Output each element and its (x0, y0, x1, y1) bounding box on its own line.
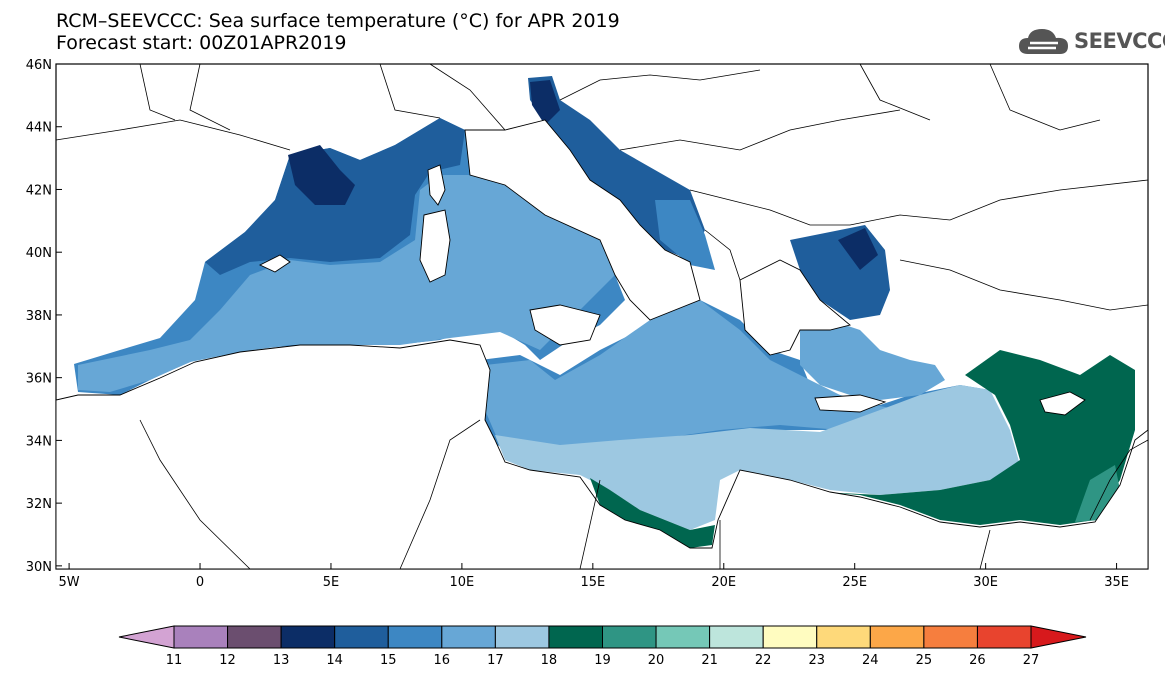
colorbar-label: 14 (326, 653, 343, 668)
italy-peninsula (464, 119, 701, 321)
colorbar-low-extend (118, 625, 175, 649)
colorbar-label: 20 (648, 653, 665, 668)
corsica (427, 164, 446, 206)
cloud-icon (1019, 29, 1068, 54)
colorbar-label: 22 (755, 653, 772, 668)
colorbar-label: 17 (487, 653, 504, 668)
north-africa (55, 339, 1149, 570)
colorbar-box (923, 625, 978, 649)
land-masses (55, 119, 1149, 570)
colorbar-box (602, 625, 657, 649)
colorbar-box (280, 625, 336, 649)
map-title: RCM–SEEVCCC: Sea surface temperature (°C… (56, 10, 620, 54)
colorbar-label: 15 (380, 653, 397, 668)
sst-region-14-aegean (838, 228, 878, 270)
y-tick-label: 36N (26, 372, 52, 387)
y-tick-label: 38N (26, 309, 52, 324)
colorbar-box (976, 625, 1032, 649)
cyprus (1039, 391, 1086, 416)
y-axis: 46N 44N 42N 40N 38N 36N 34N 32N 30N (26, 58, 62, 575)
colorbar-label: 18 (541, 653, 558, 668)
y-tick-label: 34N (26, 434, 52, 449)
sst-region-19-levantine (820, 350, 1135, 525)
sea-surface-temperature-field (74, 76, 1135, 548)
colorbar-box (548, 625, 603, 649)
colorbar-high-extend (1030, 625, 1087, 649)
colorbar-box (227, 625, 282, 649)
colorbar-label: 27 (1023, 653, 1040, 668)
crete (814, 394, 887, 413)
x-tick-label: 5W (59, 575, 80, 590)
colorbar-box (816, 625, 871, 649)
x-tick-label: 0 (196, 575, 204, 590)
colorbar: 11 12 13 14 15 16 17 18 19 20 21 22 23 24 25 26 27 (118, 625, 1087, 668)
sardinia (419, 209, 451, 283)
sst-region-17-aegean (800, 320, 945, 400)
colorbar-box (709, 625, 764, 649)
seevccc-logo: SEEVCCC (1018, 26, 1165, 56)
sst-region-20-levantine (1075, 465, 1120, 522)
colorbar-box (655, 625, 711, 649)
sst-region-18 (495, 385, 1020, 530)
colorbar-box (441, 625, 496, 649)
greece (739, 259, 851, 356)
title-line-2: Forecast start: 00Z01APR2019 (56, 32, 347, 54)
colorbar-label: 24 (862, 653, 879, 668)
colorbar-box (334, 625, 389, 649)
x-tick-label: 15E (580, 575, 605, 590)
sst-region-14-lion (288, 145, 355, 205)
country-borders (55, 63, 1149, 570)
y-tick-label: 44N (26, 121, 52, 136)
colorbar-box (387, 625, 443, 649)
colorbar-label: 12 (219, 653, 236, 668)
x-tick-label: 30E (973, 575, 998, 590)
colorbar-label: 26 (969, 653, 986, 668)
colorbar-label: 13 (273, 653, 290, 668)
sst-region-17 (78, 175, 615, 392)
sst-region-16-adriatic (655, 200, 715, 270)
x-tick-label: 25E (842, 575, 867, 590)
y-tick-label: 40N (26, 246, 52, 261)
sst-region-14-adriatic (530, 80, 560, 125)
colorbar-label: 25 (916, 653, 933, 668)
y-tick-label: 42N (26, 183, 52, 198)
colorbar-label: 19 (594, 653, 611, 668)
colorbar-box (762, 625, 818, 649)
y-tick-label: 32N (26, 497, 52, 512)
balearic-islands (258, 254, 291, 273)
y-tick-label: 46N (26, 58, 52, 73)
colorbar-label: 23 (808, 653, 825, 668)
sst-region-19-libya (590, 478, 715, 548)
title-line-1: RCM–SEEVCCC: Sea surface temperature (°C… (56, 10, 620, 32)
colorbar-box (494, 625, 550, 649)
x-tick-label: 10E (450, 575, 475, 590)
x-axis: 5W 0 5E 10E 15E 20E 25E 30E 35E (59, 563, 1129, 590)
x-tick-label: 5E (323, 575, 340, 590)
colorbar-label: 11 (166, 653, 183, 668)
x-tick-label: 20E (711, 575, 736, 590)
colorbar-label: 16 (434, 653, 451, 668)
colorbar-label: 21 (701, 653, 718, 668)
x-tick-label: 35E (1104, 575, 1129, 590)
sicily (529, 304, 601, 346)
colorbar-box (173, 625, 229, 649)
colorbar-box (869, 625, 925, 649)
logo-text: SEEVCCC (1074, 29, 1165, 53)
y-tick-label: 30N (26, 560, 52, 575)
